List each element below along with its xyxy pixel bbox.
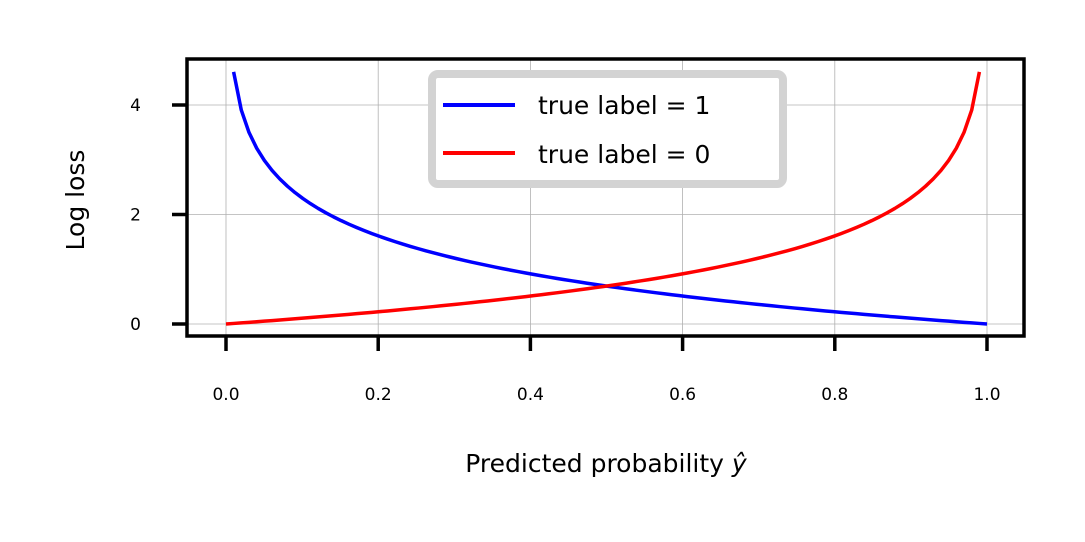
series-lines [225, 71, 988, 326]
y-tick-label: 2 [130, 206, 141, 226]
y-axis-ticks: 0 2 4 [130, 96, 187, 335]
plot-frame [185, 57, 1026, 338]
y-hat-symbol: ŷ [731, 449, 748, 478]
x-tick-label: 0.8 [821, 385, 848, 405]
x-tick-label: 0.4 [517, 385, 544, 405]
x-axis-ticks: 0.0 0.2 0.4 0.6 0.8 1.0 [212, 336, 1001, 405]
x-tick-label: 1.0 [973, 385, 1000, 405]
x-tick-label: 0.2 [365, 385, 392, 405]
legend-label-1: true label = 1 [538, 91, 710, 120]
x-tick-label: 0.6 [669, 385, 696, 405]
legend-box [428, 70, 787, 188]
x-axis-label: Predicted probability ŷ [465, 449, 748, 478]
y-tick-label: 0 [130, 315, 141, 335]
series-line-true-label-0 [225, 71, 982, 326]
x-tick-label: 0.0 [212, 385, 239, 405]
x-axis-label-text: Predicted probability [465, 449, 732, 478]
y-tick-label: 4 [130, 96, 141, 116]
legend: true label = 1 true label = 0 [428, 70, 787, 188]
legend-label-0: true label = 0 [538, 140, 710, 169]
y-axis-label: Log loss [61, 150, 90, 251]
